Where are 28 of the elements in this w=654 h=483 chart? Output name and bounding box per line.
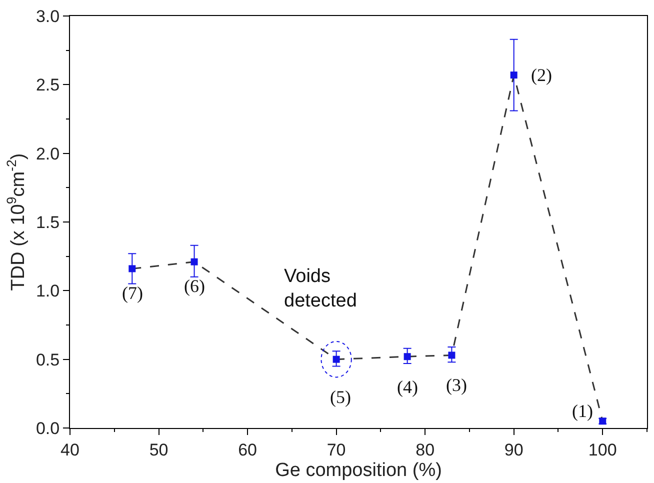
point	[190, 258, 198, 266]
x-tick-label: 90	[504, 440, 524, 460]
x-tick-label: 40	[60, 440, 80, 460]
annotation: (4)	[397, 377, 418, 397]
y-tick-label: 2.5	[36, 76, 60, 95]
point	[128, 265, 136, 272]
point	[404, 353, 411, 360]
x-tick-label: 50	[149, 440, 168, 460]
x-axis-title: Ge composition (%)	[275, 460, 442, 482]
point	[510, 72, 518, 79]
annotation: (1)	[572, 401, 593, 421]
x-tick-label: 80	[416, 440, 435, 460]
y-tick-label: 3.0	[36, 6, 60, 26]
annotation: Voids detected	[284, 266, 357, 312]
x-tick-label: 100	[588, 440, 617, 460]
y-tick-label: 1.0	[36, 282, 60, 301]
annotation: (5)	[330, 387, 351, 407]
y-tick-label: 1.5	[36, 212, 60, 232]
point	[448, 352, 456, 359]
y-tick-label: 0.5	[36, 350, 60, 370]
annotation: (3)	[446, 375, 467, 395]
annotation: (7)	[122, 283, 143, 303]
x-tick-label: 70	[326, 440, 346, 460]
annotation: (2)	[531, 65, 552, 85]
annotation: (6)	[184, 276, 205, 296]
x-tick-label: 60	[238, 440, 257, 460]
y-tick-label: 0.0	[36, 418, 60, 438]
y-tick-label: 2.0	[36, 144, 60, 164]
